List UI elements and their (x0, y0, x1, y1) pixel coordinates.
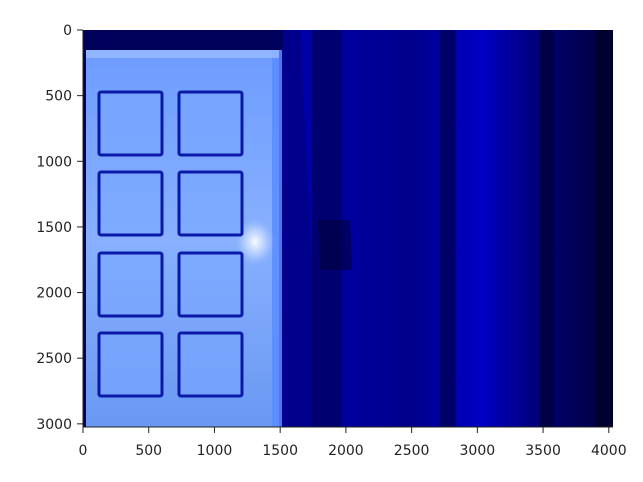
x-tick-label: 1500 (262, 443, 298, 459)
y-axis: 0 500 1000 1500 2000 2500 3000 (36, 23, 83, 433)
x-tick-label: 0 (79, 443, 88, 459)
y-tick-label: 3000 (36, 417, 72, 433)
dark-band (596, 30, 613, 427)
x-axis: 0 500 1000 1500 2000 2500 3000 3500 4000 (79, 427, 627, 459)
x-tick-label: 2000 (328, 443, 364, 459)
x-tick-label: 1000 (197, 443, 233, 459)
top-strip (83, 30, 283, 50)
grid-square (179, 333, 242, 396)
grid-square (99, 333, 162, 396)
grid-square (179, 172, 242, 235)
photo-image (83, 30, 613, 427)
y-tick-label: 2000 (36, 286, 72, 302)
x-tick-label: 4000 (591, 443, 627, 459)
x-tick-label: 2500 (394, 443, 430, 459)
grid-square (179, 253, 242, 316)
dark-band (540, 30, 554, 427)
grid-square (99, 172, 162, 235)
y-tick-label: 0 (63, 23, 72, 39)
y-tick-label: 2500 (36, 351, 72, 367)
panel-top-edge (86, 50, 279, 58)
edge-shadow (318, 220, 352, 270)
y-tick-label: 1500 (36, 220, 72, 236)
y-tick-label: 500 (45, 89, 72, 105)
x-tick-label: 500 (135, 443, 162, 459)
x-tick-label: 3500 (525, 443, 561, 459)
grid-square (99, 253, 162, 316)
x-tick-label: 3000 (460, 443, 496, 459)
grid-square (99, 92, 162, 155)
dark-band (440, 30, 456, 427)
grid-square (179, 92, 242, 155)
y-tick-label: 1000 (36, 154, 72, 170)
